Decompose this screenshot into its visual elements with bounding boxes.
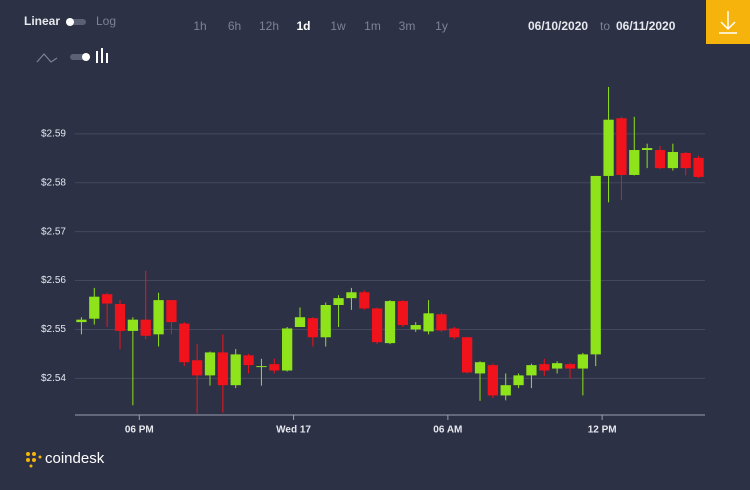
date-from[interactable]: 06/10/2020 [528, 19, 588, 33]
candle-body [89, 296, 100, 319]
candle-body [436, 314, 447, 331]
candle-body [513, 375, 524, 386]
candle-body [487, 365, 498, 396]
range-button[interactable]: 6h [228, 19, 241, 33]
candle-body [539, 364, 550, 371]
candle-body [603, 119, 614, 176]
x-tick-label: Wed 17 [276, 425, 311, 436]
candle-body [693, 157, 704, 177]
candle-body [166, 300, 177, 323]
candle-body [500, 385, 511, 396]
candle-body [114, 304, 126, 331]
candle-body [590, 175, 601, 355]
candle-body [449, 328, 460, 338]
date-separator: to [600, 19, 610, 33]
candle-body [384, 301, 396, 344]
range-button[interactable]: 1y [435, 19, 448, 33]
candle-body [333, 298, 344, 305]
y-tick-label: $2.54 [41, 373, 66, 384]
candle-icon[interactable] [96, 48, 108, 63]
candle-body [243, 355, 254, 366]
y-tick-label: $2.57 [41, 226, 66, 237]
y-tick-label: $2.58 [41, 177, 66, 188]
candle-body [102, 294, 113, 304]
brand-icon [26, 452, 42, 468]
y-tick-label: $2.55 [41, 324, 66, 335]
download-icon [719, 11, 737, 34]
range-button[interactable]: 1d [296, 19, 310, 33]
x-tick-label: 12 PM [588, 425, 617, 436]
range-button[interactable]: 12h [259, 19, 279, 33]
brand-logo: coindesk [45, 450, 105, 467]
candle-body [294, 317, 306, 327]
candle-body [179, 323, 190, 363]
candle-body [372, 308, 383, 343]
candle-body [359, 292, 370, 309]
candle-body [577, 354, 588, 369]
candle-body [346, 292, 357, 299]
x-tick-label: 06 AM [433, 425, 462, 436]
candle-body [629, 150, 640, 175]
log-label[interactable]: Log [96, 14, 116, 28]
range-button[interactable]: 1m [364, 19, 381, 33]
candle-body [616, 118, 627, 175]
linear-label[interactable]: Linear [24, 14, 60, 28]
candle-body [526, 365, 537, 376]
x-tick-label: 06 PM [125, 425, 154, 436]
candle-body [230, 354, 241, 386]
candle-body [140, 319, 151, 336]
candle-body [282, 328, 293, 371]
toggle-knob [82, 53, 90, 61]
candle-body [410, 325, 421, 330]
candle-body [462, 337, 473, 373]
toggle-knob [66, 18, 74, 26]
range-button[interactable]: 1w [330, 19, 346, 33]
candle-body [474, 362, 486, 374]
candle-body [217, 352, 228, 386]
candle-body [654, 150, 666, 169]
candle-body [564, 364, 576, 369]
candle-body [127, 319, 138, 331]
candle-body [397, 301, 408, 326]
date-to[interactable]: 06/11/2020 [616, 19, 676, 33]
candle-body [667, 151, 678, 169]
candle-body [642, 148, 653, 151]
candle-body [192, 360, 203, 376]
candle-body [680, 152, 691, 169]
candle-body [320, 305, 331, 338]
candle-body [204, 352, 216, 376]
candle-body [269, 364, 280, 371]
candle-body [153, 300, 164, 335]
range-button[interactable]: 1h [193, 19, 206, 33]
candle-body [423, 313, 434, 332]
y-tick-label: $2.59 [41, 129, 66, 140]
line-icon[interactable] [36, 53, 58, 63]
candle-body [256, 366, 267, 368]
candle-body [76, 319, 87, 323]
range-button[interactable]: 3m [399, 19, 416, 33]
candle-body [307, 318, 318, 338]
y-tick-label: $2.56 [41, 275, 66, 286]
candle-body [552, 363, 563, 369]
